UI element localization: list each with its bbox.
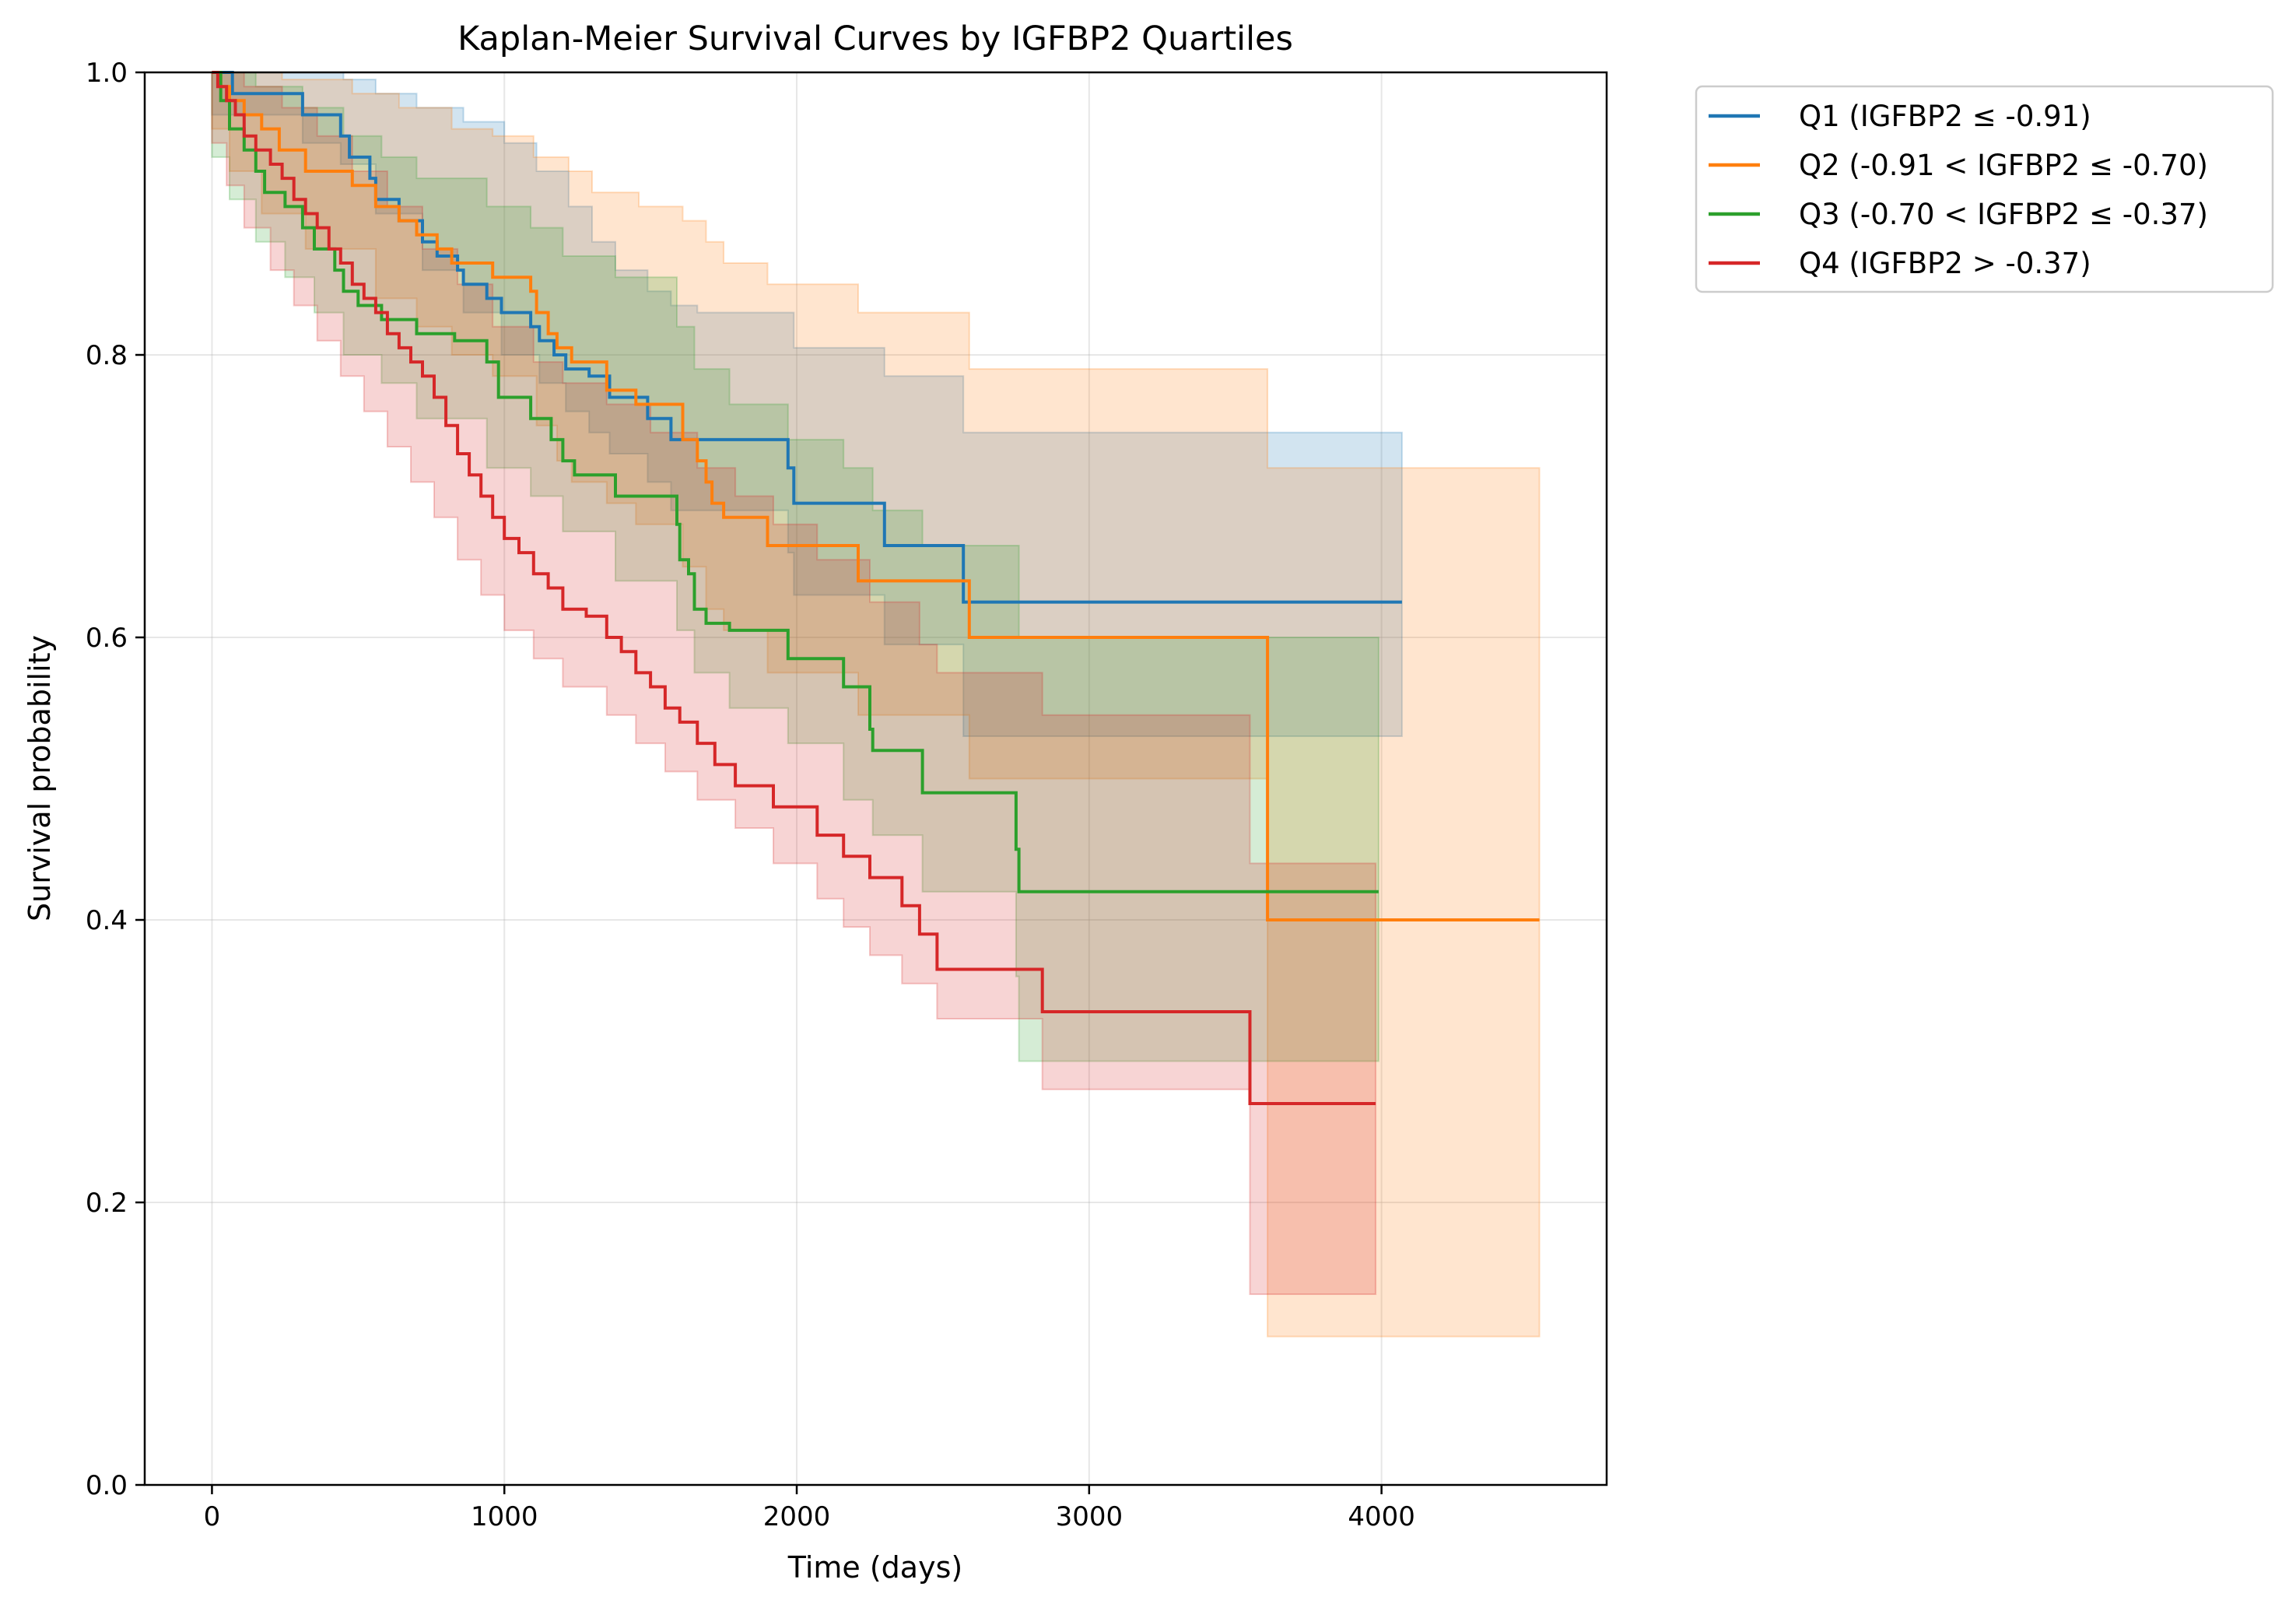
x-tick-label: 4000 bbox=[1348, 1501, 1415, 1532]
y-tick-label: 0.8 bbox=[86, 340, 128, 371]
ci-band-q2 bbox=[211, 72, 1541, 1338]
ci-band-q1 bbox=[211, 72, 1403, 737]
y-axis-label: Survival probability bbox=[23, 635, 57, 921]
y-tick-label: 1.0 bbox=[86, 58, 128, 89]
legend-label-q2: Q2 (-0.91 < IGFBP2 ≤ -0.70) bbox=[1799, 149, 2208, 182]
legend: Q1 (IGFBP2 ≤ -0.91) Q2 (-0.91 < IGFBP2 ≤ … bbox=[1695, 85, 2274, 293]
survival-line-q1 bbox=[212, 71, 1402, 604]
legend-box bbox=[1695, 85, 2274, 293]
survival-line-q3 bbox=[212, 71, 1379, 893]
legend-label-q1: Q1 (IGFBP2 ≤ -0.91) bbox=[1799, 100, 2091, 133]
x-axis-label: Time (days) bbox=[787, 1550, 962, 1585]
survival-line-q4 bbox=[212, 71, 1376, 1105]
y-tick-label: 0.0 bbox=[86, 1470, 128, 1501]
survival-lines bbox=[212, 71, 1540, 1105]
y-tick-label: 0.6 bbox=[86, 623, 128, 654]
confidence-bands bbox=[211, 72, 1541, 1338]
x-tick-label: 2000 bbox=[763, 1501, 831, 1532]
chart-title: Kaplan-Meier Survival Curves by IGFBP2 Q… bbox=[457, 19, 1293, 58]
y-tick-label: 0.2 bbox=[86, 1188, 128, 1219]
y-tick-label: 0.4 bbox=[86, 905, 128, 936]
x-tick-label: 3000 bbox=[1056, 1501, 1123, 1532]
legend-label-q3: Q3 (-0.70 < IGFBP2 ≤ -0.37) bbox=[1799, 198, 2208, 231]
plot-frame bbox=[143, 71, 1608, 1486]
x-tick-label: 0 bbox=[204, 1501, 221, 1532]
ci-band-q3 bbox=[211, 72, 1379, 1062]
x-tick-label: 1000 bbox=[471, 1501, 538, 1532]
axis-ticks: 0 1000 2000 3000 4000 0.0 0.2 0.4 0.6 0.8 1.0 bbox=[86, 58, 1415, 1532]
legend-label-q4: Q4 (IGFBP2 > -0.37) bbox=[1799, 247, 2091, 280]
survival-line-q2 bbox=[212, 71, 1540, 921]
